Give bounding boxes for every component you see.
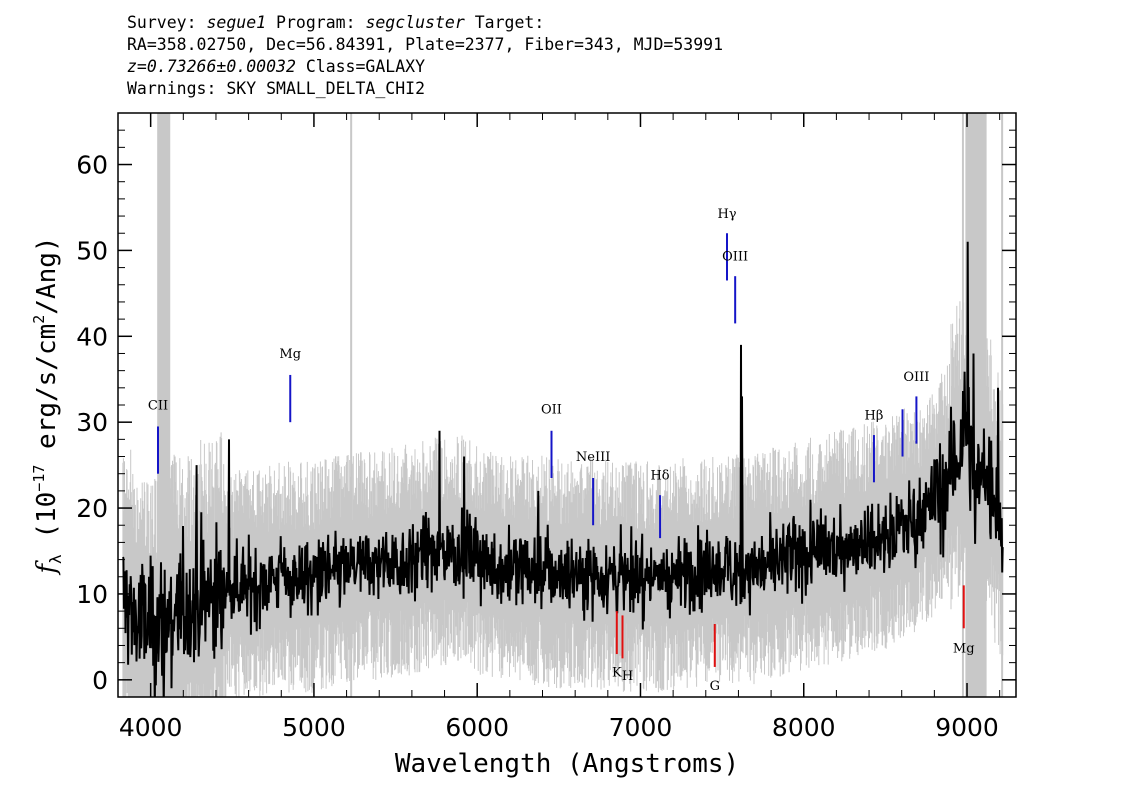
- y-tick-label-0: 0: [92, 666, 108, 695]
- line-label-10: K: [612, 665, 622, 680]
- x-tick-label-0: 4000: [119, 713, 183, 742]
- y-tick-label-1: 10: [76, 580, 108, 609]
- header-line-warnings: Warnings: SKY SMALL_DELTA_CHI2: [127, 79, 426, 98]
- line-label-5: Hγ: [717, 207, 736, 222]
- class-value: Class=GALAXY: [295, 57, 426, 76]
- line-markers: CII Mg OII NeIII Hδ Hγ OIII Hβ OIII K H G Mg: [148, 207, 975, 694]
- y-tick-label-5: 50: [76, 236, 108, 265]
- line-label-2: OII: [541, 403, 562, 418]
- y-tick-label-6: 60: [76, 151, 108, 180]
- line-label-4: Hδ: [650, 469, 669, 484]
- line-label-3: NeIII: [576, 450, 610, 465]
- survey-label: Survey:: [127, 13, 207, 32]
- y-axis-title: fλ (10−17 erg/s/cm2/Ang): [30, 236, 65, 575]
- line-label-9: OIII: [903, 370, 929, 385]
- x-tick-label-3: 7000: [609, 713, 673, 742]
- y-tick-label-3: 30: [76, 408, 108, 437]
- x-tick-label-1: 5000: [282, 713, 346, 742]
- program-label: Program:: [266, 13, 366, 32]
- target-label: Target:: [464, 13, 545, 32]
- line-label-13: Mg: [953, 641, 975, 656]
- y-axis-title-sub: λ: [46, 554, 65, 564]
- spectrum-header: Survey: segue1 Program: segcluster Targe…: [127, 12, 723, 100]
- line-label-11: H: [622, 669, 633, 684]
- line-label-7: Hβ: [865, 409, 884, 424]
- header-line-survey: Survey: segue1 Program: segcluster Targe…: [127, 12, 723, 34]
- y-tick-label-4: 40: [76, 322, 108, 351]
- y-axis-title-unit3: /Ang): [32, 236, 62, 314]
- header-line-redshift: z=0.73266±0.00032 Class=GALAXY: [127, 56, 723, 78]
- y-axis-title-unit2: erg/s/cm: [32, 324, 62, 465]
- x-axis-title: Wavelength (Angstroms): [395, 749, 739, 779]
- y-axis: 0 10 20 30 40 50 60: [76, 112, 1016, 698]
- y-axis-title-exp: −17: [30, 465, 48, 492]
- header-line-coordinates: RA=358.02750, Dec=56.84391, Plate=2377, …: [127, 35, 724, 54]
- line-label-1: Mg: [279, 347, 301, 362]
- y-axis-title-exp2: 2: [30, 315, 48, 324]
- line-label-0: CII: [148, 398, 168, 413]
- flux-spectrum: [122, 241, 1004, 697]
- redshift-value: z=0.73266±0.00032: [127, 57, 296, 76]
- line-label-6: OIII: [722, 250, 748, 265]
- x-tick-label-5: 9000: [935, 713, 999, 742]
- y-tick-label-2: 20: [76, 494, 108, 523]
- y-axis-title-unit: (10: [32, 492, 62, 555]
- x-axis: 4000 5000 6000 7000 8000 9000: [117, 113, 1001, 742]
- line-label-12: G: [710, 679, 720, 694]
- x-tick-label-4: 8000: [772, 713, 836, 742]
- x-tick-label-2: 6000: [445, 713, 509, 742]
- program-value: segcluster: [365, 13, 465, 32]
- survey-value: segue1: [206, 13, 267, 32]
